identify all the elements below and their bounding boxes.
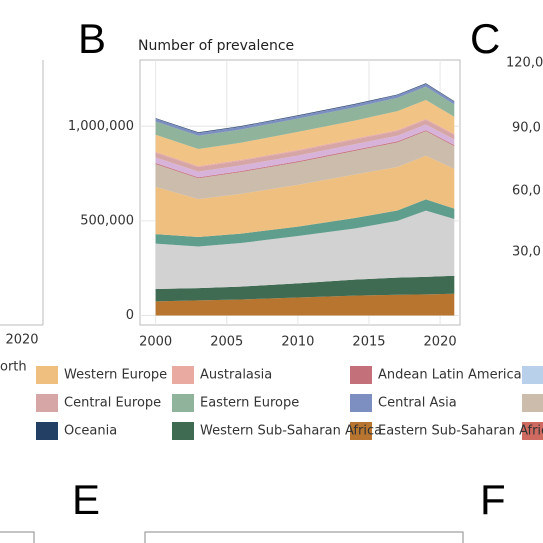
legend-swatch xyxy=(350,422,372,440)
x-tick-label: 2005 xyxy=(210,335,243,350)
panel-frame xyxy=(0,531,35,543)
area xyxy=(155,99,455,166)
area xyxy=(155,155,455,237)
y-tick-label: 1,000,000 xyxy=(68,119,134,134)
c-tick: 60,0 xyxy=(512,184,541,199)
legend-label: Eastern Europe xyxy=(200,396,299,411)
area xyxy=(155,86,455,149)
legend-swatch xyxy=(36,394,58,412)
panel-letter: F xyxy=(480,476,506,523)
y-tick-label: 0 xyxy=(126,308,134,323)
legend-swatch xyxy=(172,394,194,412)
legend-swatch xyxy=(350,366,372,384)
c-tick: 30,0 xyxy=(512,245,541,260)
legend-swatch xyxy=(172,366,194,384)
area xyxy=(155,130,455,179)
x-tick-label: 2010 xyxy=(281,335,314,350)
left-legend-text: orth xyxy=(0,360,27,375)
c-tick: 120,0 xyxy=(506,56,543,71)
y-tick-label: 500,000 xyxy=(80,213,134,228)
x-tick-label: 2020 xyxy=(424,335,457,350)
legend-swatch-cropped xyxy=(522,422,543,440)
legend-swatch xyxy=(350,394,372,412)
area xyxy=(155,293,455,316)
c-tick: 90,0 xyxy=(512,121,541,136)
panel-letter: C xyxy=(470,15,500,62)
legend-label: Central Asia xyxy=(378,396,457,411)
area xyxy=(155,275,455,302)
legend-label: Central Europe xyxy=(64,396,161,411)
left-x-tick: 2020 xyxy=(5,333,38,348)
legend-label: Eastern Sub-Saharan Africa xyxy=(378,424,543,439)
panel-frame xyxy=(144,531,464,543)
panel-letter: B xyxy=(78,15,106,62)
legend-label: Oceania xyxy=(64,424,117,439)
area xyxy=(155,124,455,178)
legend-swatch-cropped xyxy=(522,366,543,384)
area xyxy=(155,199,455,247)
panel-letter: E xyxy=(72,476,100,523)
area xyxy=(155,83,455,136)
legend-label: Western Sub-Saharan Africa xyxy=(200,424,382,439)
area xyxy=(155,119,455,172)
x-tick-label: 2015 xyxy=(352,335,385,350)
area xyxy=(155,210,455,290)
legend-swatch xyxy=(36,366,58,384)
legend-swatch xyxy=(172,422,194,440)
legend-swatch xyxy=(36,422,58,440)
x-tick-label: 2000 xyxy=(139,335,172,350)
legend-label: Western Europe xyxy=(64,368,167,383)
chart-title: Number of prevalence xyxy=(138,38,294,54)
legend-label: Andean Latin America xyxy=(378,368,522,383)
area xyxy=(155,131,455,200)
legend-label: Australasia xyxy=(200,368,272,383)
legend-swatch-cropped xyxy=(522,394,543,412)
area xyxy=(155,118,455,167)
